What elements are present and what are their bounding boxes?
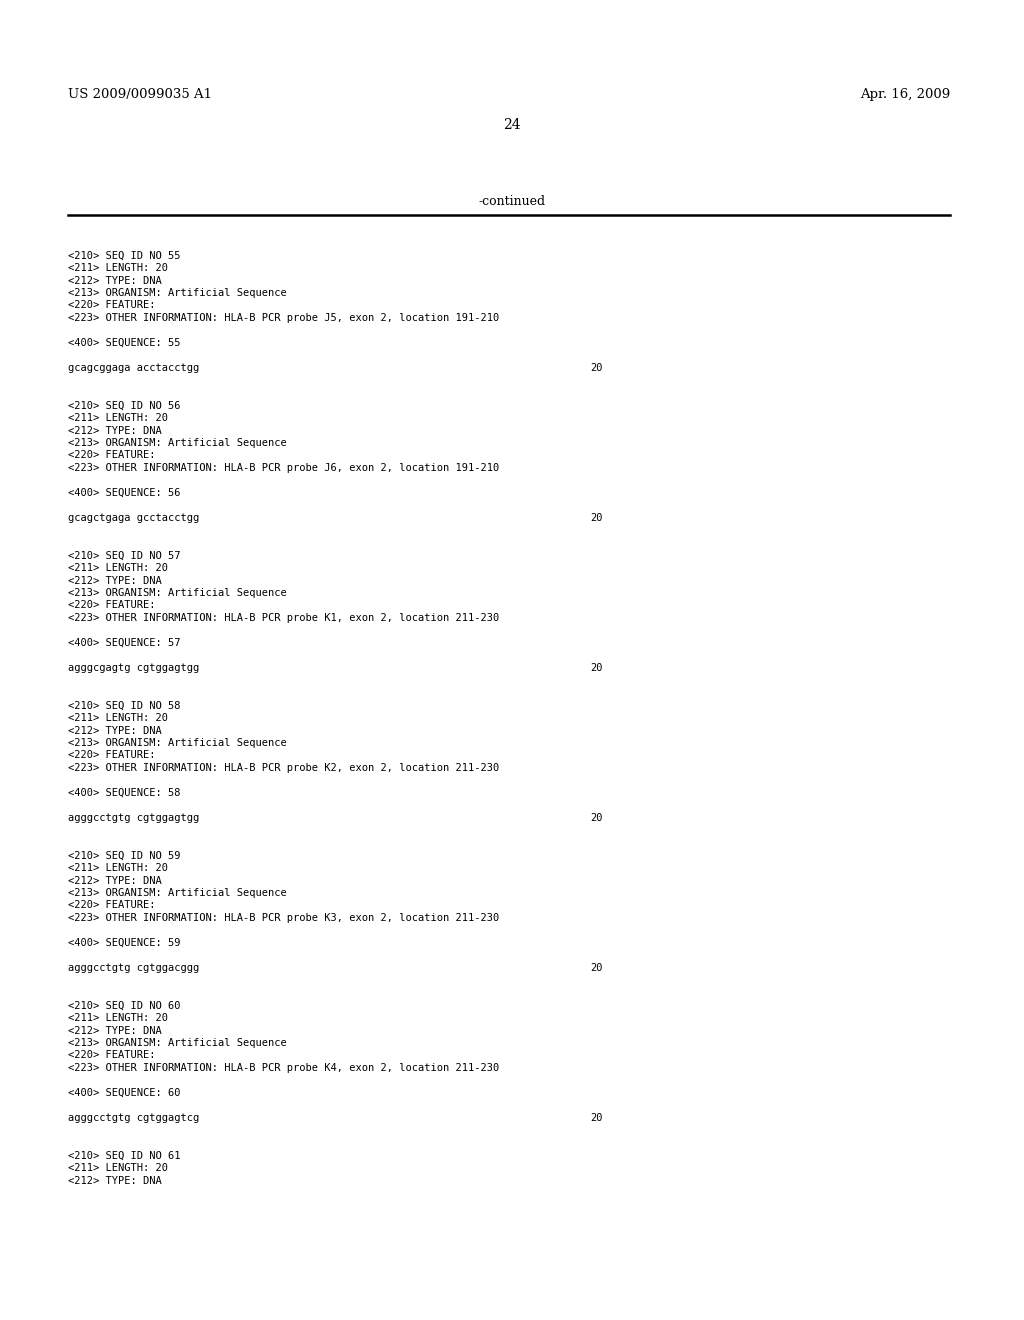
Text: <213> ORGANISM: Artificial Sequence: <213> ORGANISM: Artificial Sequence bbox=[68, 888, 287, 898]
Text: <210> SEQ ID NO 55: <210> SEQ ID NO 55 bbox=[68, 251, 180, 260]
Text: <212> TYPE: DNA: <212> TYPE: DNA bbox=[68, 276, 162, 285]
Text: 20: 20 bbox=[590, 813, 602, 822]
Text: <211> LENGTH: 20: <211> LENGTH: 20 bbox=[68, 1012, 168, 1023]
Text: <220> FEATURE:: <220> FEATURE: bbox=[68, 601, 156, 610]
Text: agggcctgtg cgtggacggg: agggcctgtg cgtggacggg bbox=[68, 964, 200, 973]
Text: <211> LENGTH: 20: <211> LENGTH: 20 bbox=[68, 863, 168, 873]
Text: 24: 24 bbox=[503, 117, 521, 132]
Text: <400> SEQUENCE: 57: <400> SEQUENCE: 57 bbox=[68, 638, 180, 648]
Text: 20: 20 bbox=[590, 663, 602, 673]
Text: <213> ORGANISM: Artificial Sequence: <213> ORGANISM: Artificial Sequence bbox=[68, 288, 287, 298]
Text: <400> SEQUENCE: 56: <400> SEQUENCE: 56 bbox=[68, 488, 180, 498]
Text: <212> TYPE: DNA: <212> TYPE: DNA bbox=[68, 726, 162, 735]
Text: gcagcggaga acctacctgg: gcagcggaga acctacctgg bbox=[68, 363, 200, 374]
Text: <223> OTHER INFORMATION: HLA-B PCR probe K4, exon 2, location 211-230: <223> OTHER INFORMATION: HLA-B PCR probe… bbox=[68, 1063, 500, 1073]
Text: agggcctgtg cgtggagtcg: agggcctgtg cgtggagtcg bbox=[68, 1113, 200, 1123]
Text: <220> FEATURE:: <220> FEATURE: bbox=[68, 900, 156, 911]
Text: <223> OTHER INFORMATION: HLA-B PCR probe J6, exon 2, location 191-210: <223> OTHER INFORMATION: HLA-B PCR probe… bbox=[68, 463, 500, 473]
Text: agggcgagtg cgtggagtgg: agggcgagtg cgtggagtgg bbox=[68, 663, 200, 673]
Text: <213> ORGANISM: Artificial Sequence: <213> ORGANISM: Artificial Sequence bbox=[68, 438, 287, 447]
Text: <212> TYPE: DNA: <212> TYPE: DNA bbox=[68, 1176, 162, 1185]
Text: <212> TYPE: DNA: <212> TYPE: DNA bbox=[68, 425, 162, 436]
Text: <210> SEQ ID NO 56: <210> SEQ ID NO 56 bbox=[68, 400, 180, 411]
Text: 20: 20 bbox=[590, 363, 602, 374]
Text: US 2009/0099035 A1: US 2009/0099035 A1 bbox=[68, 88, 212, 102]
Text: <220> FEATURE:: <220> FEATURE: bbox=[68, 450, 156, 461]
Text: <400> SEQUENCE: 58: <400> SEQUENCE: 58 bbox=[68, 788, 180, 799]
Text: gcagctgaga gcctacctgg: gcagctgaga gcctacctgg bbox=[68, 513, 200, 523]
Text: <220> FEATURE:: <220> FEATURE: bbox=[68, 751, 156, 760]
Text: Apr. 16, 2009: Apr. 16, 2009 bbox=[860, 88, 950, 102]
Text: <211> LENGTH: 20: <211> LENGTH: 20 bbox=[68, 713, 168, 723]
Text: 20: 20 bbox=[590, 513, 602, 523]
Text: <212> TYPE: DNA: <212> TYPE: DNA bbox=[68, 875, 162, 886]
Text: <223> OTHER INFORMATION: HLA-B PCR probe K3, exon 2, location 211-230: <223> OTHER INFORMATION: HLA-B PCR probe… bbox=[68, 913, 500, 923]
Text: agggcctgtg cgtggagtgg: agggcctgtg cgtggagtgg bbox=[68, 813, 200, 822]
Text: <220> FEATURE:: <220> FEATURE: bbox=[68, 301, 156, 310]
Text: <211> LENGTH: 20: <211> LENGTH: 20 bbox=[68, 1163, 168, 1173]
Text: <210> SEQ ID NO 57: <210> SEQ ID NO 57 bbox=[68, 550, 180, 561]
Text: <213> ORGANISM: Artificial Sequence: <213> ORGANISM: Artificial Sequence bbox=[68, 738, 287, 748]
Text: <210> SEQ ID NO 59: <210> SEQ ID NO 59 bbox=[68, 850, 180, 861]
Text: <213> ORGANISM: Artificial Sequence: <213> ORGANISM: Artificial Sequence bbox=[68, 1038, 287, 1048]
Text: 20: 20 bbox=[590, 964, 602, 973]
Text: <210> SEQ ID NO 60: <210> SEQ ID NO 60 bbox=[68, 1001, 180, 1011]
Text: -continued: -continued bbox=[478, 195, 546, 209]
Text: <210> SEQ ID NO 61: <210> SEQ ID NO 61 bbox=[68, 1151, 180, 1160]
Text: <400> SEQUENCE: 59: <400> SEQUENCE: 59 bbox=[68, 939, 180, 948]
Text: <400> SEQUENCE: 55: <400> SEQUENCE: 55 bbox=[68, 338, 180, 348]
Text: <211> LENGTH: 20: <211> LENGTH: 20 bbox=[68, 413, 168, 422]
Text: <210> SEQ ID NO 58: <210> SEQ ID NO 58 bbox=[68, 701, 180, 710]
Text: <223> OTHER INFORMATION: HLA-B PCR probe K2, exon 2, location 211-230: <223> OTHER INFORMATION: HLA-B PCR probe… bbox=[68, 763, 500, 774]
Text: <211> LENGTH: 20: <211> LENGTH: 20 bbox=[68, 564, 168, 573]
Text: <400> SEQUENCE: 60: <400> SEQUENCE: 60 bbox=[68, 1088, 180, 1098]
Text: <212> TYPE: DNA: <212> TYPE: DNA bbox=[68, 576, 162, 586]
Text: 20: 20 bbox=[590, 1113, 602, 1123]
Text: <223> OTHER INFORMATION: HLA-B PCR probe K1, exon 2, location 211-230: <223> OTHER INFORMATION: HLA-B PCR probe… bbox=[68, 612, 500, 623]
Text: <211> LENGTH: 20: <211> LENGTH: 20 bbox=[68, 263, 168, 273]
Text: <212> TYPE: DNA: <212> TYPE: DNA bbox=[68, 1026, 162, 1035]
Text: <213> ORGANISM: Artificial Sequence: <213> ORGANISM: Artificial Sequence bbox=[68, 587, 287, 598]
Text: <220> FEATURE:: <220> FEATURE: bbox=[68, 1051, 156, 1060]
Text: <223> OTHER INFORMATION: HLA-B PCR probe J5, exon 2, location 191-210: <223> OTHER INFORMATION: HLA-B PCR probe… bbox=[68, 313, 500, 323]
